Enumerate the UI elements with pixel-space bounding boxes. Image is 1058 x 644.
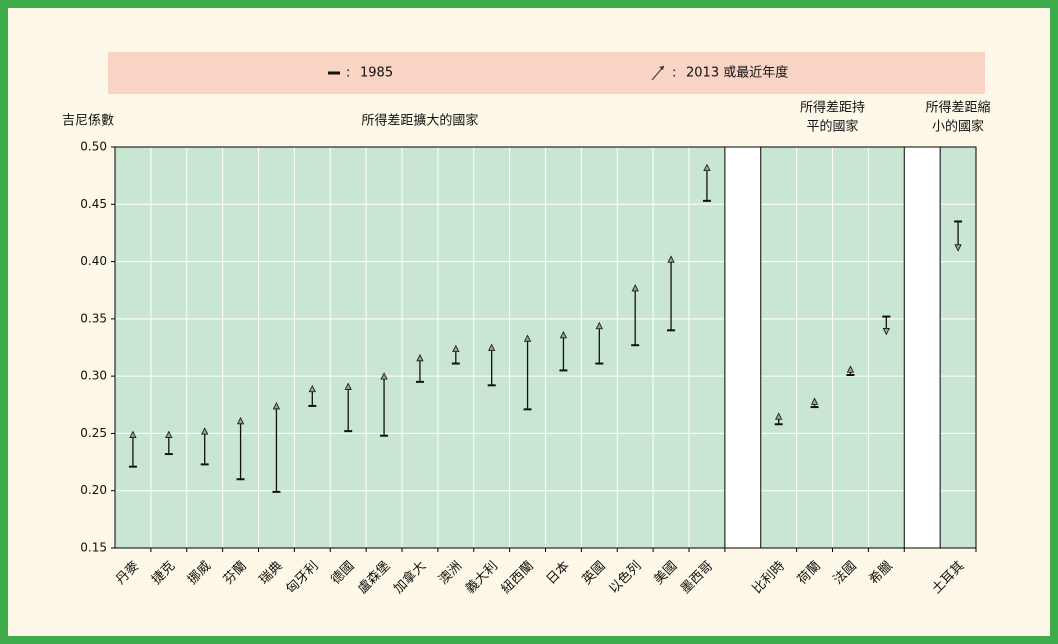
legend bbox=[108, 52, 985, 94]
panel-title: 小的國家 bbox=[932, 119, 984, 135]
end-arrow bbox=[452, 344, 460, 353]
panel-title: 所得差距縮 bbox=[926, 100, 991, 116]
panel-gap bbox=[903, 146, 941, 549]
end-arrow bbox=[775, 412, 783, 420]
y-tick-label: 0.20 bbox=[80, 483, 107, 497]
y-tick-label: 0.45 bbox=[80, 197, 107, 211]
end-arrow bbox=[559, 331, 568, 339]
end-arrow bbox=[344, 382, 352, 390]
y-tick-label: 0.50 bbox=[80, 140, 107, 154]
y-tick-label: 0.30 bbox=[80, 369, 107, 383]
end-arrow bbox=[667, 255, 675, 263]
end-arrow bbox=[201, 427, 209, 435]
end-arrow bbox=[308, 384, 316, 393]
legend-separator: : bbox=[346, 66, 350, 81]
legend-label: 2013 或最近年度 bbox=[686, 65, 788, 81]
y-tick-label: 0.40 bbox=[80, 254, 107, 268]
y-axis-label: 吉尼係數 bbox=[62, 114, 114, 129]
end-arrow bbox=[846, 365, 855, 373]
end-arrow bbox=[165, 430, 173, 438]
end-arrow bbox=[272, 402, 281, 410]
end-arrow bbox=[523, 334, 532, 342]
end-arrow bbox=[595, 321, 603, 330]
panel-title: 所得差距擴大的國家 bbox=[361, 113, 478, 129]
end-arrow bbox=[236, 416, 245, 425]
end-arrow bbox=[810, 397, 819, 405]
legend-label: 1985 bbox=[360, 66, 393, 81]
end-arrow bbox=[488, 343, 496, 351]
y-tick-label: 0.15 bbox=[80, 541, 107, 555]
y-tick-label: 0.35 bbox=[80, 311, 107, 325]
panel-gap bbox=[724, 146, 762, 549]
end-arrow bbox=[416, 353, 424, 362]
end-arrow bbox=[954, 244, 962, 252]
panel-title: 所得差距持 bbox=[800, 100, 865, 116]
panel-title: 平的國家 bbox=[806, 119, 858, 135]
end-arrow bbox=[129, 430, 137, 438]
end-arrow bbox=[380, 372, 388, 380]
legend-symbol bbox=[659, 66, 664, 70]
y-tick-label: 0.25 bbox=[80, 426, 107, 440]
legend-separator: : bbox=[672, 66, 676, 81]
end-arrow bbox=[703, 163, 711, 172]
end-arrow bbox=[882, 328, 890, 336]
end-arrow bbox=[631, 284, 639, 292]
